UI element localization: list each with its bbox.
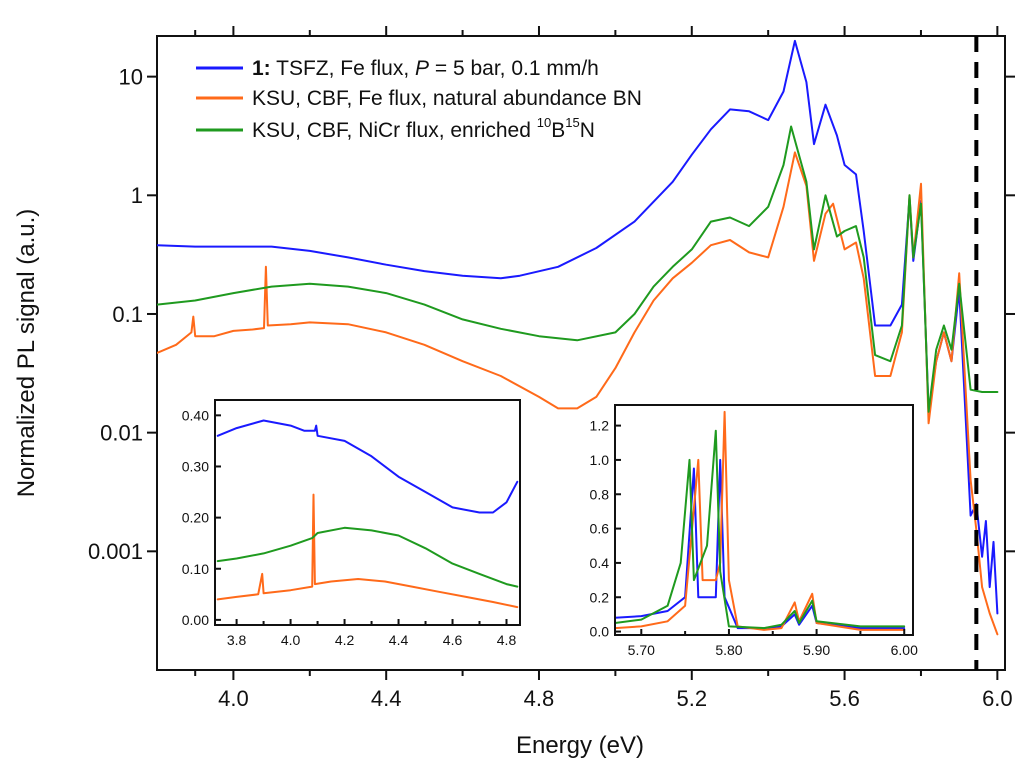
- legend-label-orange: KSU, CBF, Fe flux, natural abundance BN: [252, 87, 642, 110]
- inset-left-ytick-label: 0.40: [182, 407, 209, 423]
- inset-left-ytick-label: 0.20: [182, 510, 209, 526]
- inset-right-background: [615, 405, 913, 635]
- main-series-green: [157, 125, 999, 413]
- inset-right-series-green: [615, 429, 906, 630]
- inset-right-ytick-label: 0.0: [590, 624, 610, 640]
- inset-left-series-blue: [216, 419, 519, 514]
- inset-left-ticks-group: 3.8 4.0 4.2 4.4 4.6 4.8 0.00 0.10 0.20 0.30 0.40: [182, 407, 517, 648]
- inset-right-frame: [614, 404, 914, 636]
- inset-right-xtick-label: 5.70: [628, 642, 655, 658]
- inset-left-xtick-label: 4.6: [443, 632, 463, 648]
- inset-left-series-green: [216, 526, 519, 588]
- legend-text-part: = 5 bar, 0.1 mm/h: [429, 57, 599, 80]
- main-xtick-label: 5.2: [676, 686, 707, 711]
- main-xtick-label: 4.8: [524, 686, 555, 711]
- inset-left-xtick-label: 4.8: [497, 632, 517, 648]
- inset-left-xtick-label: 4.4: [389, 632, 409, 648]
- main-xtick-label: 4.0: [218, 686, 249, 711]
- inset-right-series-group: [615, 410, 906, 631]
- main-ticks-group: 4.0 4.4 4.8 5.2 5.6 6.0 10 1 0.1 0.01 0.001: [88, 26, 1015, 711]
- legend-label-blue: 1: TSFZ, Fe flux, P = 5 bar, 0.1 mm/h: [252, 57, 599, 80]
- inset-right-xtick-label: 5.90: [803, 642, 830, 658]
- inset-left-background: [215, 400, 520, 625]
- inset-left-ytick-label: 0.30: [182, 459, 209, 475]
- inset-left-xtick-label: 3.8: [227, 632, 247, 648]
- legend-text-part: P: [415, 57, 429, 80]
- inset-left-xtick-label: 4.0: [281, 632, 301, 648]
- legend-text-part: 1:: [252, 57, 271, 80]
- legend-text-part: 15: [565, 115, 579, 130]
- main-xtick-label: 5.6: [829, 686, 860, 711]
- legend-label-green: KSU, CBF, NiCr flux, enriched 10B15N: [252, 115, 595, 142]
- main-series-group: [157, 39, 999, 636]
- inset-left-frame: [214, 399, 521, 626]
- legend-text-part: KSU, CBF, NiCr flux, enriched: [252, 119, 537, 142]
- legend-text-part: B: [551, 119, 565, 142]
- main-ytick-label: 1: [131, 183, 143, 208]
- inset-left-ytick-label: 0.10: [182, 561, 209, 577]
- inset-left-series-group: [216, 419, 519, 609]
- inset-right-ytick-label: 0.6: [590, 521, 610, 537]
- main-ytick-label: 10: [119, 65, 143, 90]
- main-ytick-label: 0.001: [88, 539, 143, 564]
- inset-left-ytick-label: 0.00: [182, 612, 209, 628]
- main-xtick-label: 4.4: [371, 686, 402, 711]
- inset-right-ytick-label: 0.4: [590, 555, 610, 571]
- x-axis-label: Energy (eV): [516, 732, 644, 759]
- main-xtick-label: 6.0: [982, 686, 1013, 711]
- y-axis-label: Normalized PL signal (a.u.): [13, 209, 40, 498]
- legend: 1: TSFZ, Fe flux, P = 5 bar, 0.1 mm/h KSU…: [196, 57, 642, 142]
- inset-right-ytick-label: 1.0: [590, 452, 610, 468]
- inset-right-xtick-label: 6.00: [891, 642, 918, 658]
- inset-right-xtick-label: 5.80: [715, 642, 742, 658]
- legend-text-part: KSU, CBF, Fe flux, natural abundance BN: [252, 87, 642, 110]
- legend-text-part: 10: [537, 115, 551, 130]
- inset-left-series-orange: [216, 493, 519, 609]
- inset-right-ticks-group: 5.70 5.80 5.90 6.00 0.0 0.2 0.4 0.6 0.8 1.0 1.2: [590, 418, 919, 658]
- inset-right-ytick-label: 0.8: [590, 486, 610, 502]
- inset-right-ytick-label: 0.2: [590, 589, 610, 605]
- inset-left-xtick-label: 4.2: [335, 632, 355, 648]
- legend-text-part: TSFZ, Fe flux,: [271, 57, 415, 80]
- main-ytick-label: 0.1: [112, 302, 143, 327]
- legend-text-part: N: [580, 119, 595, 142]
- inset-right-ytick-label: 1.2: [590, 418, 610, 434]
- main-ytick-label: 0.01: [100, 421, 143, 446]
- inset-right-series-orange: [615, 410, 906, 631]
